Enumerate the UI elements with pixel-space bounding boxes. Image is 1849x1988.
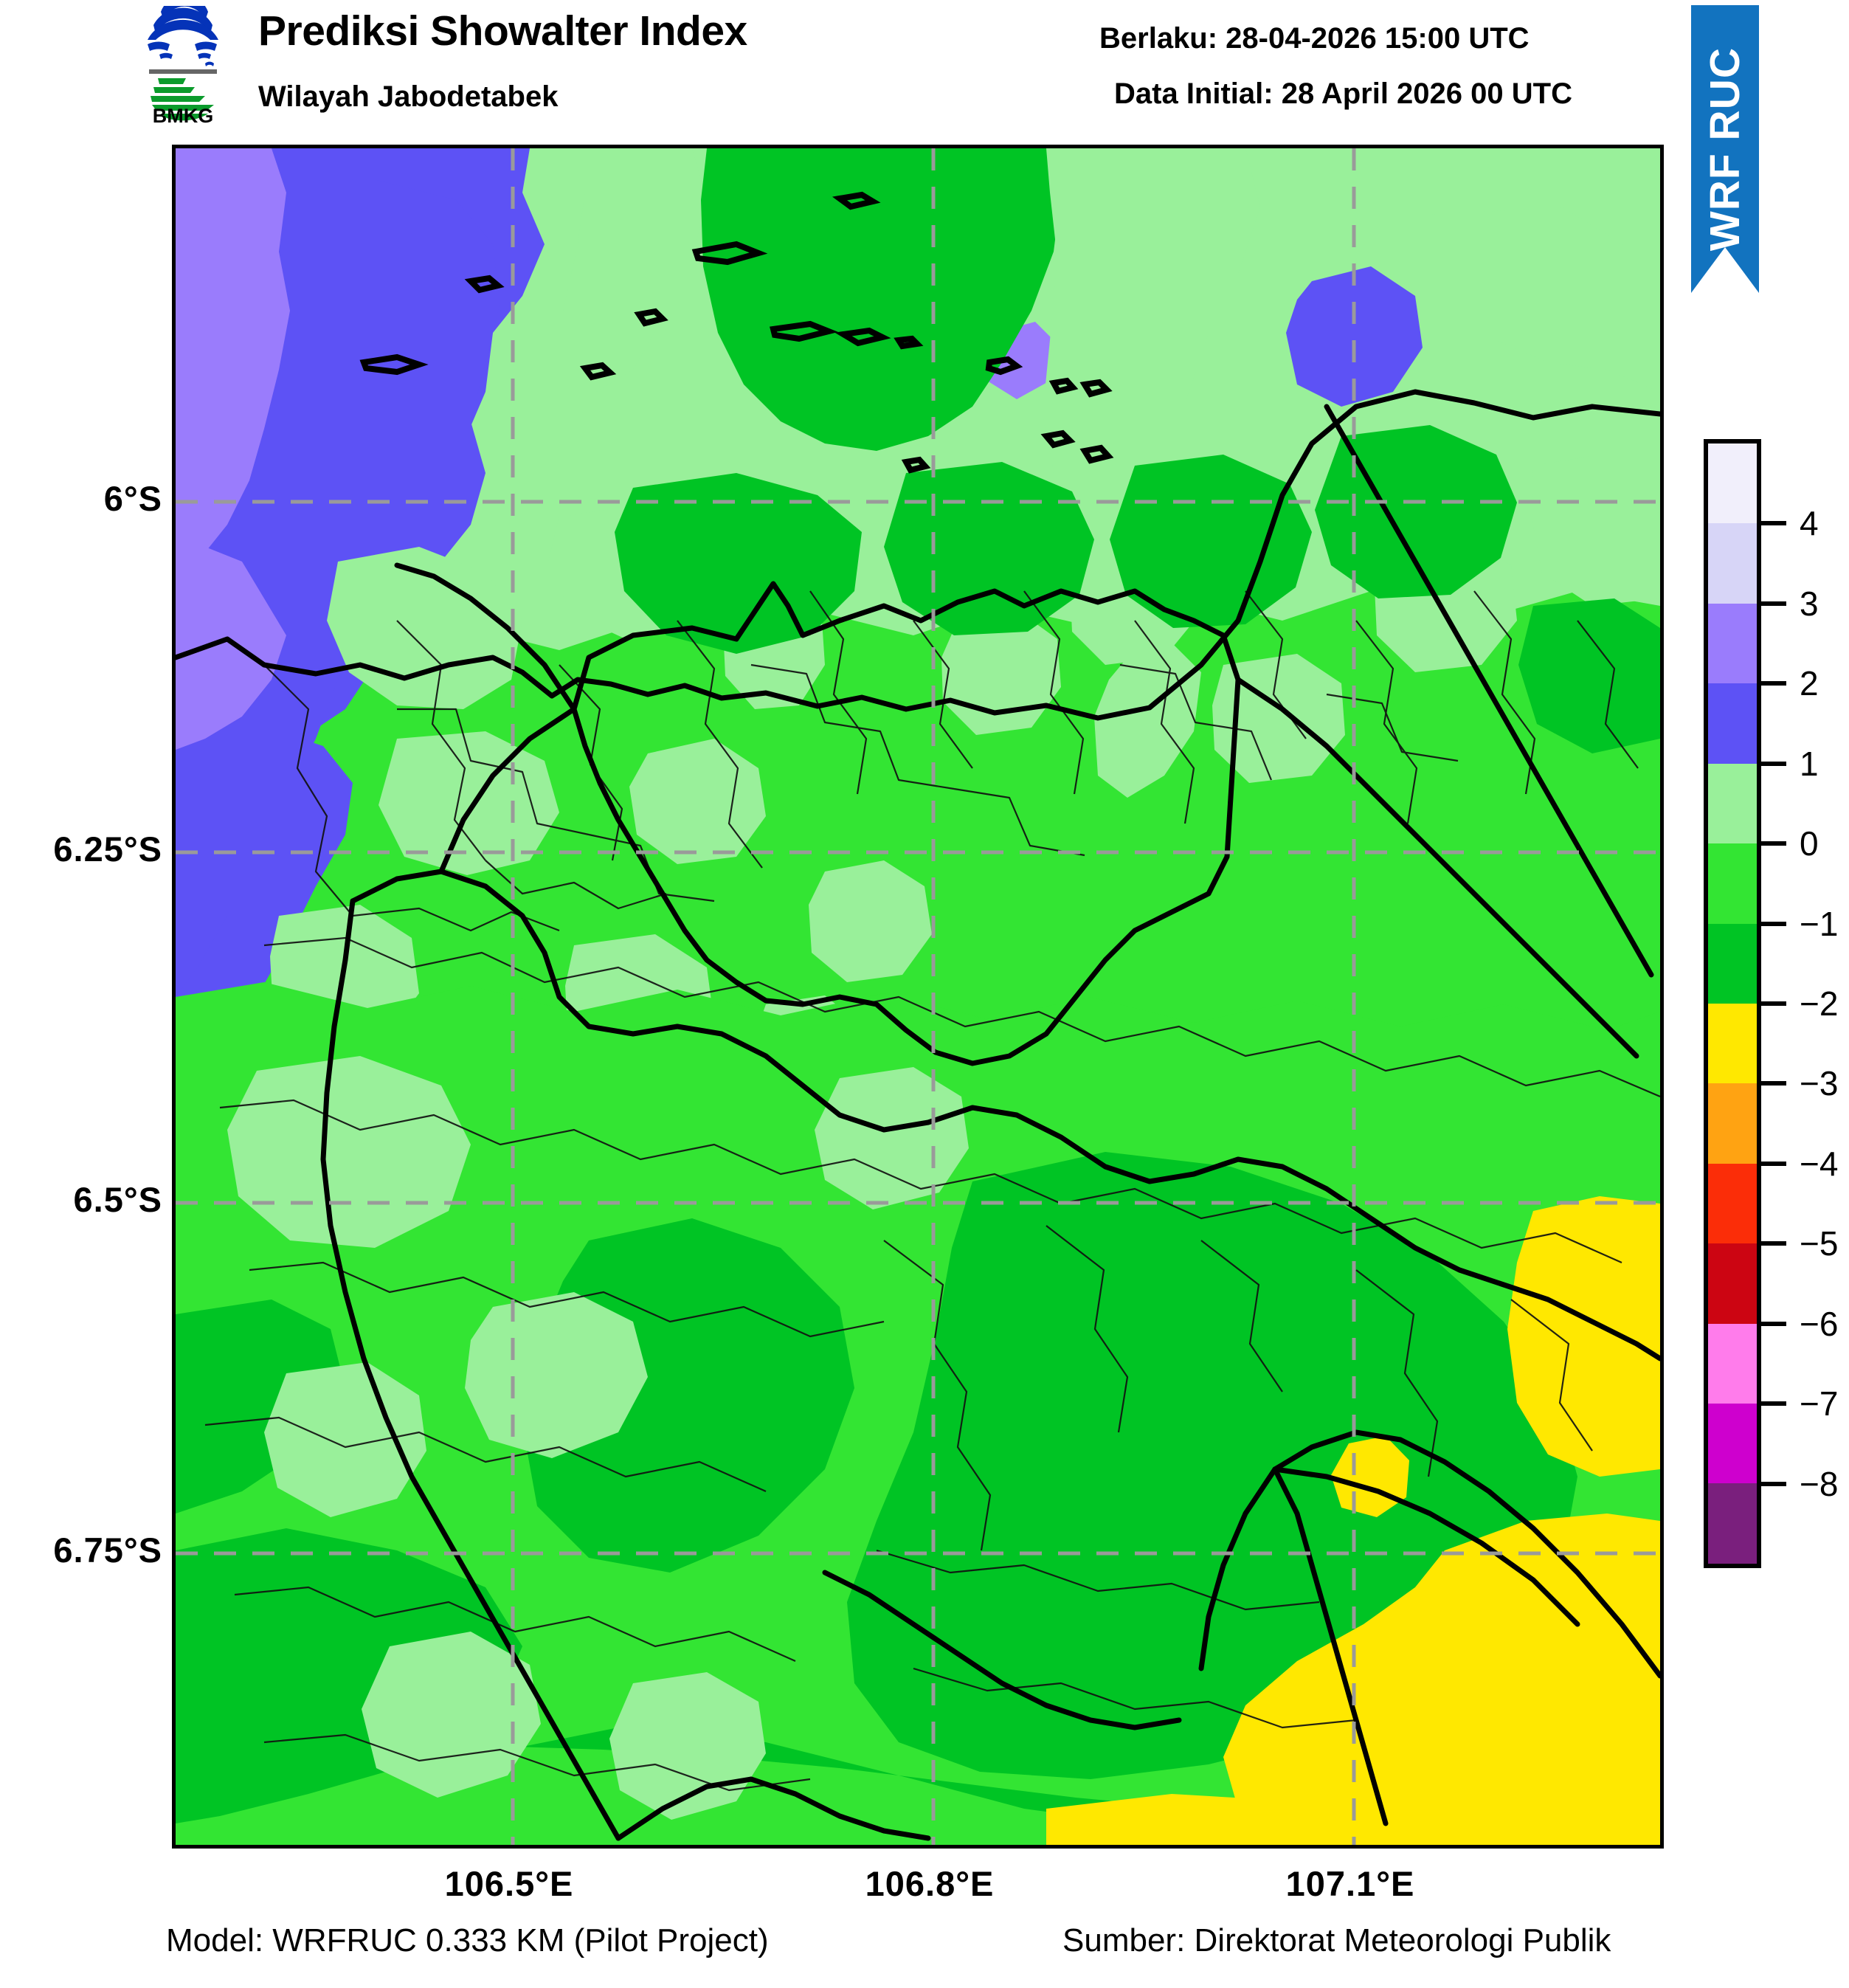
contour-0to-1-central-patches — [615, 425, 1660, 753]
page-header: BMKG Prediksi Showalter Index Wilayah Ja… — [0, 0, 1849, 145]
valid-time-label: Berlaku: 28-04-2026 15:00 UTC — [1099, 22, 1530, 55]
showalter-index-heatmap — [176, 148, 1660, 1845]
colorbar-tick-mark — [1761, 1241, 1786, 1246]
colorbar-tick-label: −1 — [1800, 904, 1839, 943]
contour-1to0-tongue — [1094, 643, 1201, 798]
colorbar-band — [1708, 1163, 1757, 1244]
colorbar-ticks: 4 3 2 1 0 −1 −2 −3 −4 −5 −6 −7 −8 — [1761, 439, 1849, 1568]
initial-time-label: Data Initial: 28 April 2026 00 UTC — [1114, 77, 1572, 110]
colorbar-band — [1708, 923, 1757, 1004]
contour-2to1-northeast-patch — [1286, 266, 1423, 407]
colorbar-tick-label: 4 — [1800, 504, 1819, 543]
colorbar-tick-mark — [1761, 681, 1786, 686]
colorbar-tick-label: −3 — [1800, 1064, 1839, 1103]
colorbar-band — [1708, 1083, 1757, 1164]
footer-source-label: Sumber: Direktorat Meteorologi Publik — [1062, 1922, 1611, 1958]
colorbar-band — [1708, 763, 1757, 844]
colorbar-tick-label: −6 — [1800, 1304, 1839, 1343]
seribu-islands — [359, 191, 1114, 474]
map-plot-area — [172, 145, 1664, 1849]
colorbar-tick-mark — [1761, 1481, 1786, 1486]
colorbar-tick-label: 1 — [1800, 744, 1819, 783]
bmkg-logo: BMKG — [137, 6, 229, 124]
colorbar-tick-label: −5 — [1800, 1224, 1839, 1263]
colorbar-band — [1708, 1323, 1757, 1404]
contour-3to2-corner — [176, 148, 290, 584]
colorbar-tick-label: −7 — [1800, 1384, 1839, 1423]
contour-3to2-lower-lobe — [176, 547, 286, 750]
colorbar-tick-mark — [1761, 921, 1786, 926]
lat-tick-label: 6.5°S — [73, 1180, 162, 1219]
colorbar-tick-mark — [1761, 1401, 1786, 1407]
colorbar-tick-label: −8 — [1800, 1464, 1839, 1503]
colorbar-tick-label: 3 — [1800, 584, 1819, 623]
colorbar-band — [1708, 843, 1757, 924]
footer-model-label: Model: WRFRUC 0.333 KM (Pilot Project) — [166, 1922, 769, 1958]
colorbar-tick-label: −4 — [1800, 1144, 1839, 1183]
admin-boundaries-kecamatan — [204, 590, 1660, 1792]
bmkg-logo-green-bands — [151, 78, 214, 121]
colorbar-tick-mark — [1761, 1081, 1786, 1086]
contour--1to-2-central-south — [522, 1218, 854, 1573]
colorbar-tick-mark — [1761, 1001, 1786, 1006]
map-gridlines — [176, 148, 1660, 1845]
contour-1to0-northeast — [1043, 148, 1260, 503]
colorbar-band — [1708, 1243, 1757, 1324]
contour--2to-3-southeast-upper — [1507, 1196, 1660, 1477]
admin-boundaries-kota — [176, 389, 1660, 1841]
lon-tick-label: 106.5°E — [444, 1864, 574, 1903]
contour--1to-2-south — [176, 1300, 345, 1514]
colorbar-band — [1708, 683, 1757, 764]
lon-tick-label: 107.1°E — [1285, 1864, 1415, 1903]
colorbar-tick-label: −2 — [1800, 984, 1839, 1023]
colorbar-band — [1708, 523, 1757, 604]
colorbar-tick-mark — [1761, 761, 1786, 766]
colorbar-tick-label: 0 — [1800, 824, 1819, 863]
colorbar-band — [1708, 603, 1757, 684]
lon-tick-label: 106.8°E — [865, 1864, 995, 1903]
contour-1to0-far-ne — [1430, 207, 1660, 392]
title-block: Prediksi Showalter Index Wilayah Jabodet… — [258, 7, 747, 113]
bmkg-logo-blue-arcs — [146, 6, 220, 66]
colorbar-band — [1708, 443, 1757, 524]
colorbar-tick-mark — [1761, 1161, 1786, 1166]
page-subtitle: Wilayah Jabodetabek — [258, 80, 559, 113]
contour-1to0-notch — [563, 148, 707, 392]
colorbar-band — [1708, 1003, 1757, 1084]
colorbar — [1704, 439, 1761, 1568]
colorbar-band — [1708, 1404, 1757, 1484]
colorbar-tick-mark — [1761, 601, 1786, 606]
bmkg-logo-text: BMKG — [153, 105, 214, 124]
colorbar-tick-mark — [1761, 521, 1786, 526]
colorbar-tick-mark — [1761, 1321, 1786, 1326]
colorbar-band — [1708, 1483, 1757, 1564]
model-ribbon: WRF RUC — [1691, 5, 1759, 293]
colorbar-tick-mark — [1761, 841, 1786, 846]
lat-tick-label: 6.75°S — [53, 1530, 162, 1570]
lat-tick-label: 6.25°S — [53, 829, 162, 869]
colorbar-tick-label: 2 — [1800, 664, 1819, 703]
bmkg-logo-divider — [149, 69, 217, 74]
contour--1to-2-southwest — [176, 1528, 522, 1823]
page-title: Prediksi Showalter Index — [258, 7, 747, 55]
lat-tick-label: 6°S — [103, 479, 162, 518]
contour-0to-1-north-sea — [701, 148, 1061, 451]
